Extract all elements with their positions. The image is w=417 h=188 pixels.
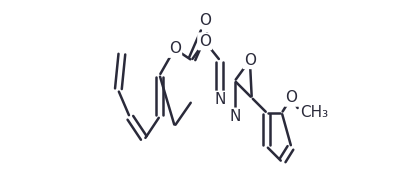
- Text: CH₃: CH₃: [301, 105, 329, 120]
- Text: N: N: [214, 92, 226, 107]
- Text: O: O: [199, 34, 211, 49]
- Text: N: N: [229, 109, 241, 124]
- Text: O: O: [199, 13, 211, 28]
- Text: O: O: [244, 53, 256, 68]
- Text: O: O: [168, 41, 181, 56]
- Text: O: O: [285, 90, 297, 105]
